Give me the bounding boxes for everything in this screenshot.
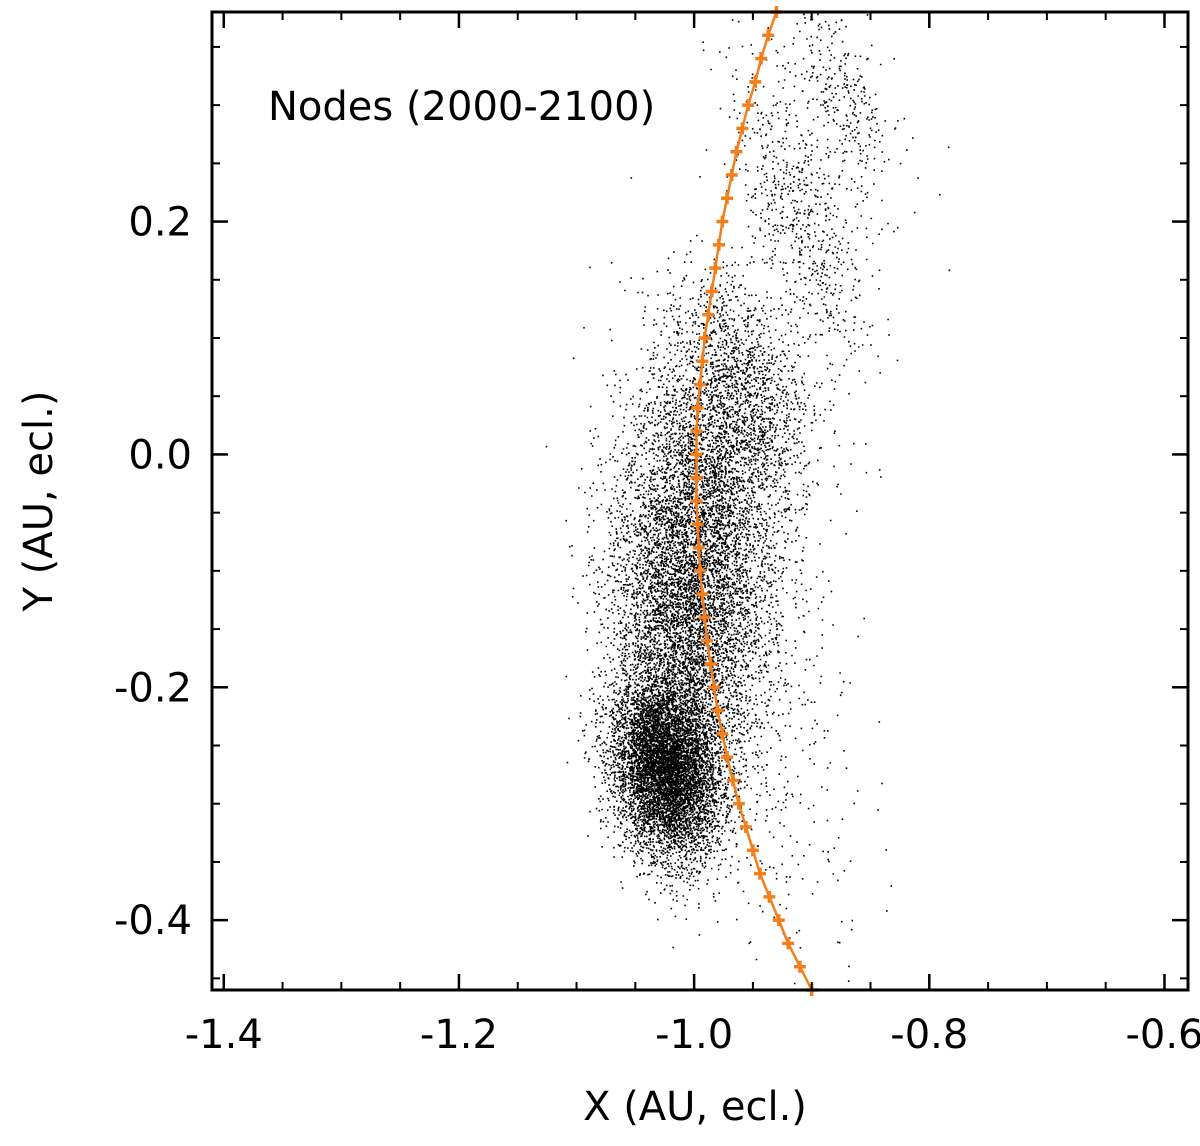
- x-tick-label: -1.0: [655, 1012, 733, 1058]
- orbit-marker: [698, 611, 711, 624]
- orbit-marker: [696, 355, 709, 368]
- node-cluster-3: [610, 176, 858, 562]
- orbit-marker: [725, 169, 738, 181]
- orbit-marker: [704, 658, 717, 670]
- orbit-marker: [712, 238, 725, 251]
- plot-frame: [210, 10, 1190, 992]
- node-cluster-5: [775, 12, 951, 272]
- x-axis-label: X (AU, ecl.): [583, 1084, 807, 1130]
- chart-title: Nodes (2000-2100): [268, 84, 655, 130]
- orbit-marker: [755, 52, 768, 65]
- y-tick-label: -0.4: [114, 898, 192, 944]
- orbit-marker: [730, 145, 743, 158]
- orbit-marker: [691, 518, 704, 531]
- tick-labels: -1.4 -1.2 -1.0 -0.8 -0.6 -0.4 -0.2 0.0 0.2: [114, 200, 1200, 1058]
- orbit-marker: [702, 308, 715, 321]
- orbit-line: [690, 6, 818, 996]
- y-tick-label: 0.0: [128, 432, 192, 478]
- orbit-marker: [716, 727, 729, 740]
- orbit-marker: [772, 914, 785, 927]
- orbit-marker: [694, 564, 706, 577]
- orbit-marker: [701, 634, 714, 647]
- orbit-marker: [690, 471, 703, 484]
- orbit-marker: [711, 704, 724, 717]
- orbit-marker: [762, 29, 775, 42]
- y-tick-label: -0.2: [114, 665, 192, 711]
- orbit-marker: [746, 844, 759, 857]
- orbit-marker: [742, 99, 755, 112]
- orbit-marker: [690, 495, 703, 507]
- orbit-marker: [721, 192, 734, 205]
- orbit-marker: [694, 378, 706, 391]
- orbit-marker: [749, 75, 762, 88]
- node-cluster-1: [545, 268, 843, 895]
- node-cluster-4: [702, 19, 899, 478]
- x-tick-label: -0.8: [890, 1012, 968, 1058]
- orbit-marker: [763, 890, 776, 903]
- orbit-marker: [691, 401, 704, 414]
- orbit-marker: [782, 937, 795, 950]
- y-axis-label: Y (AU, ecl.): [16, 391, 62, 613]
- orbit-marker: [736, 122, 749, 135]
- orbit-marker: [708, 681, 721, 694]
- orbit-marker: [739, 821, 752, 833]
- axis-ticks: [212, 12, 1188, 990]
- orbit-marker: [698, 332, 711, 344]
- orbit-marker: [690, 448, 703, 461]
- orbit-marker: [690, 425, 703, 438]
- node-points: [545, 12, 951, 985]
- orbit-marker: [716, 215, 729, 228]
- y-tick-label: 0.2: [128, 200, 192, 246]
- orbit-marker: [709, 262, 722, 275]
- orbit-marker: [705, 285, 718, 298]
- orbit-marker: [726, 774, 739, 787]
- x-tick-label: -1.2: [420, 1012, 498, 1058]
- orbit-marker: [696, 588, 709, 601]
- orbit-marker: [753, 867, 766, 880]
- orbit-marker: [721, 751, 734, 764]
- x-tick-label: -1.4: [185, 1012, 263, 1058]
- orbit-marker: [732, 797, 745, 810]
- orbit-marker: [793, 960, 806, 973]
- x-tick-label: -0.6: [1125, 1012, 1200, 1058]
- orbit-marker: [692, 541, 705, 554]
- node-cluster-0: [565, 579, 783, 949]
